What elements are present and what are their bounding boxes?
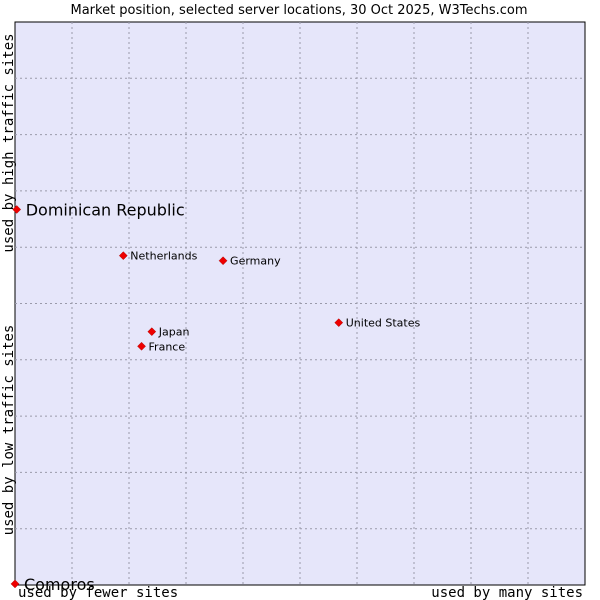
chart-title: Market position, selected server locatio… — [70, 3, 527, 18]
point-marker — [12, 205, 22, 214]
point-marker — [10, 579, 20, 589]
point-marker — [118, 251, 128, 260]
x-axis-label-right: used by many sites — [431, 585, 583, 600]
data-point-france: France — [137, 340, 186, 353]
point-label: United States — [346, 317, 421, 330]
data-point-netherlands: Netherlands — [118, 250, 198, 263]
point-marker — [147, 327, 157, 337]
point-label: Netherlands — [130, 250, 197, 263]
x-axis-label-left: used by fewer sites — [18, 585, 178, 600]
point-label: Dominican Republic — [26, 200, 185, 219]
point-label: France — [149, 340, 186, 353]
y-axis-label-bottom: used by low traffic sites — [1, 325, 17, 536]
data-point-comoros: Comoros — [10, 575, 95, 594]
data-point-united-states: United States — [334, 317, 421, 330]
point-marker — [137, 341, 146, 351]
point-label: Comoros — [24, 575, 95, 594]
point-label: Japan — [158, 326, 190, 339]
data-point-dominican-republic: Dominican Republic — [12, 200, 185, 219]
point-label: Germany — [230, 255, 281, 268]
grid — [15, 22, 585, 585]
data-points: Dominican Republic Netherlands Germany Unit… — [10, 200, 421, 594]
data-point-germany: Germany — [218, 255, 281, 268]
data-point-japan: Japan — [147, 326, 190, 339]
point-marker — [334, 318, 344, 327]
y-axis-label-top: used by high traffic sites — [1, 33, 17, 252]
point-marker — [218, 256, 228, 266]
